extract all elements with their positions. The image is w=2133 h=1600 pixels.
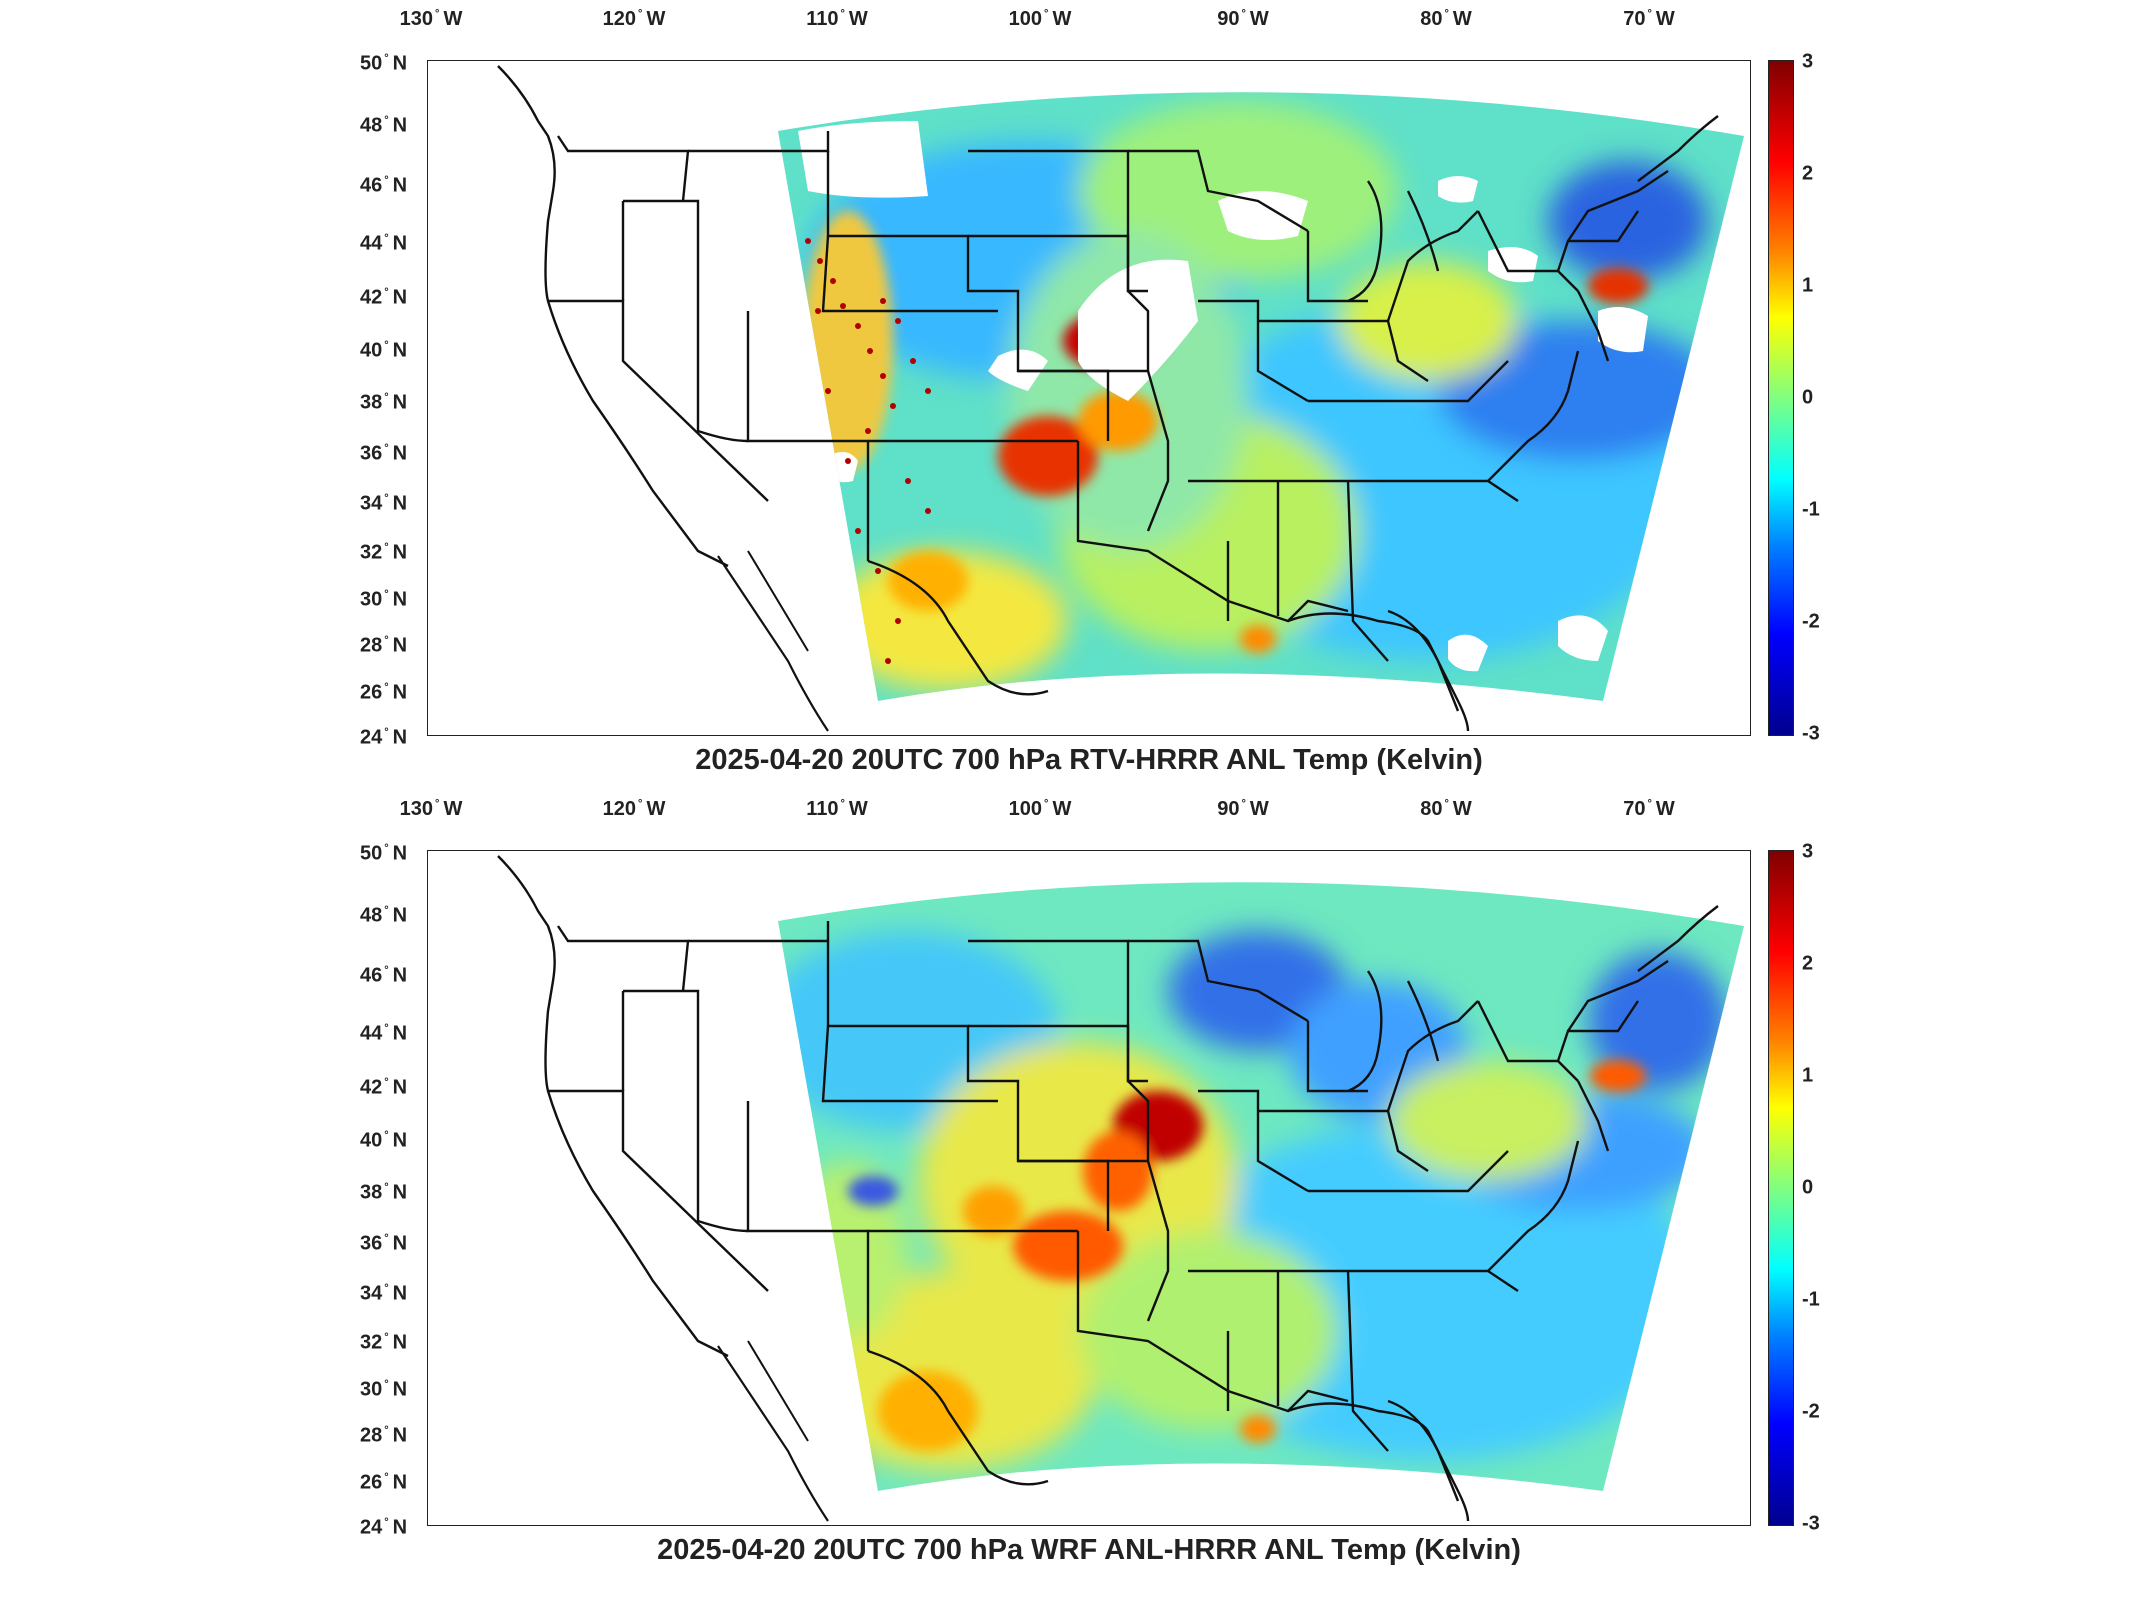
coastline-florida bbox=[1287, 612, 1470, 732]
lat-tick: 26 ° N bbox=[360, 681, 408, 704]
colorbar-tick: 3 bbox=[1802, 840, 1814, 863]
coastline-gulf-of-california bbox=[747, 1340, 809, 1442]
lon-tick: 90 ° W bbox=[1217, 8, 1269, 30]
colorbar-tick: 0 bbox=[1802, 386, 1814, 409]
colorbar-tick: -1 bbox=[1802, 498, 1820, 521]
colorbar bbox=[1768, 850, 1794, 1526]
lat-tick: 24 ° N bbox=[360, 726, 408, 749]
lon-tick: 130 ° W bbox=[399, 798, 463, 820]
lon-tick: 120 ° W bbox=[602, 798, 666, 820]
colorbar-tick: 1 bbox=[1802, 1064, 1814, 1087]
lon-tick: 70 ° W bbox=[1623, 8, 1675, 30]
lon-tick: 70 ° W bbox=[1623, 798, 1675, 820]
map-area bbox=[427, 850, 1751, 1526]
lat-tick: 36 ° N bbox=[360, 442, 408, 465]
colorbar-tick: 0 bbox=[1802, 1176, 1814, 1199]
lat-tick: 40 ° N bbox=[360, 1129, 408, 1152]
lon-tick: 130 ° W bbox=[399, 8, 463, 30]
panel-caption: 2025-04-20 20UTC 700 hPa RTV-HRRR ANL Te… bbox=[695, 744, 1483, 776]
colorbar-tick: -3 bbox=[1802, 1512, 1820, 1535]
lat-tick: 34 ° N bbox=[360, 492, 408, 515]
map-panel-wrf: 130 ° W 120 ° W 110 ° W 100 ° W 90 ° W 80 ° W 70 ° W 5… bbox=[0, 790, 2133, 1600]
lat-tick: 48 ° N bbox=[360, 904, 408, 927]
lat-tick: 42 ° N bbox=[360, 1076, 408, 1099]
colorbar bbox=[1768, 60, 1794, 736]
lat-tick: 50 ° N bbox=[360, 842, 408, 865]
colorbar-tick: -3 bbox=[1802, 722, 1820, 745]
lat-tick: 48 ° N bbox=[360, 114, 408, 137]
colorbar-tick: 3 bbox=[1802, 50, 1814, 73]
map-graphic bbox=[497, 65, 1744, 732]
lon-tick: 100 ° W bbox=[1008, 8, 1072, 30]
lat-tick: 44 ° N bbox=[360, 232, 408, 255]
colorbar-tick: 1 bbox=[1802, 274, 1814, 297]
lat-tick: 28 ° N bbox=[360, 1424, 408, 1447]
colorbar-tick: -1 bbox=[1802, 1288, 1820, 1311]
coastline-baja bbox=[717, 555, 829, 732]
lat-tick: 46 ° N bbox=[360, 964, 408, 987]
colorbar-tick: -2 bbox=[1802, 1400, 1820, 1423]
map-graphic bbox=[497, 855, 1744, 1522]
lon-tick: 110 ° W bbox=[806, 8, 868, 30]
lat-tick: 40 ° N bbox=[360, 339, 408, 362]
lat-tick: 36 ° N bbox=[360, 1232, 408, 1255]
map-panel-rtv: 130 ° W 120 ° W 110 ° W 100 ° W 90 ° W 80 ° W 70 ° W 5… bbox=[0, 0, 2133, 790]
lat-tick: 46 ° N bbox=[360, 174, 408, 197]
lat-tick: 24 ° N bbox=[360, 1516, 408, 1539]
temperature-field bbox=[798, 101, 1718, 691]
lat-tick: 38 ° N bbox=[360, 1181, 408, 1204]
lon-tick: 120 ° W bbox=[602, 8, 666, 30]
lat-tick: 34 ° N bbox=[360, 1282, 408, 1305]
lat-tick: 44 ° N bbox=[360, 1022, 408, 1045]
lat-tick: 42 ° N bbox=[360, 286, 408, 309]
colorbar-tick: 2 bbox=[1802, 162, 1814, 185]
lon-tick: 80 ° W bbox=[1420, 8, 1472, 30]
lat-tick: 30 ° N bbox=[360, 588, 408, 611]
lat-tick: 28 ° N bbox=[360, 634, 408, 657]
lon-tick: 100 ° W bbox=[1008, 798, 1072, 820]
lon-tick: 90 ° W bbox=[1217, 798, 1269, 820]
coastline-gulf-of-california bbox=[747, 550, 809, 652]
lat-tick: 38 ° N bbox=[360, 391, 408, 414]
map-area bbox=[427, 60, 1751, 736]
lat-tick: 30 ° N bbox=[360, 1378, 408, 1401]
panel-caption: 2025-04-20 20UTC 700 hPa WRF ANL-HRRR AN… bbox=[657, 1534, 1521, 1566]
colorbar-tick: 2 bbox=[1802, 952, 1814, 975]
lon-tick: 110 ° W bbox=[806, 798, 868, 820]
lat-tick: 32 ° N bbox=[360, 541, 408, 564]
coastline-baja bbox=[717, 1345, 829, 1522]
lat-tick: 26 ° N bbox=[360, 1471, 408, 1494]
lat-tick: 32 ° N bbox=[360, 1331, 408, 1354]
coastline-florida bbox=[1287, 1402, 1470, 1522]
lat-tick: 50 ° N bbox=[360, 52, 408, 75]
colorbar-tick: -2 bbox=[1802, 610, 1820, 633]
state-boundaries bbox=[497, 65, 1719, 712]
lon-tick: 80 ° W bbox=[1420, 798, 1472, 820]
